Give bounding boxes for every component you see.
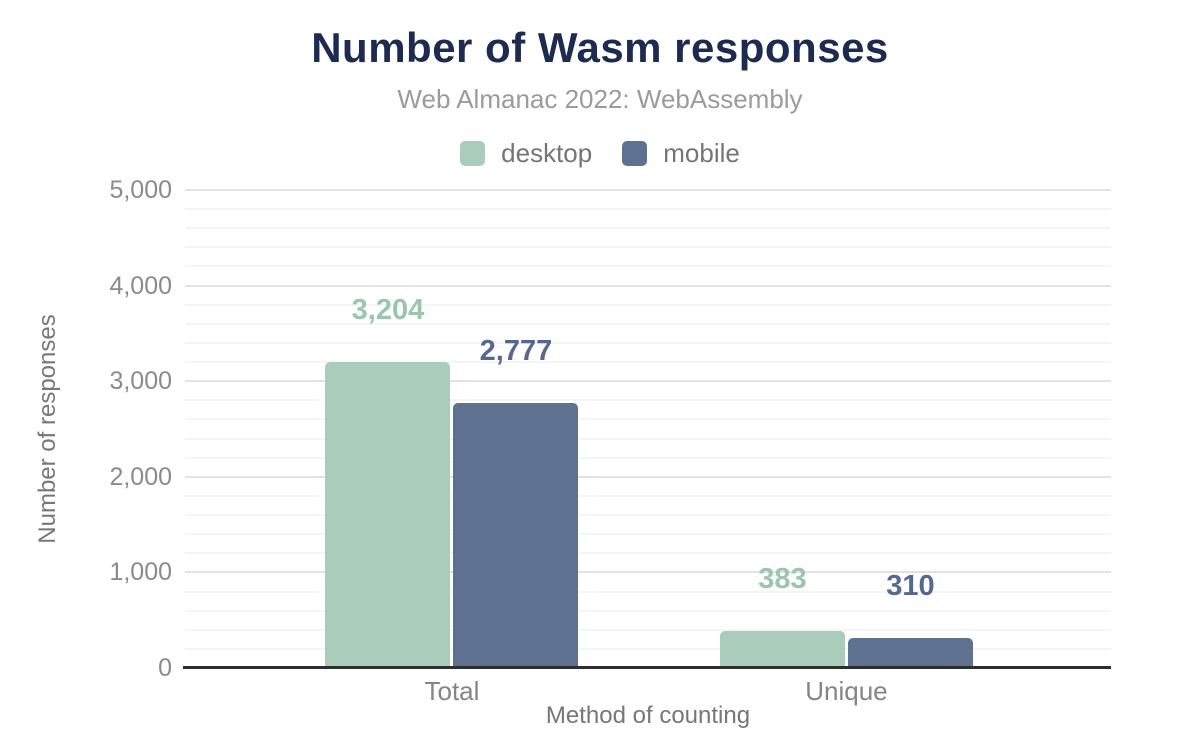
gridline-major [185,380,1111,383]
legend-swatch-desktop [460,141,486,166]
legend-label-desktop: desktop [501,138,593,168]
gridline-minor [185,418,1111,421]
gridline-minor [185,437,1111,440]
gridline-minor [185,628,1111,631]
gridline-minor [185,341,1111,344]
gridline-minor [185,227,1111,230]
legend-item-mobile: mobile [622,138,740,169]
gridline-minor [185,514,1111,517]
gridline-major [185,189,1111,191]
y-tick-label: 3,000 [109,367,172,396]
gridline-major [185,475,1111,478]
gridline-minor [185,361,1111,364]
gridline-minor [185,552,1111,555]
bar-desktop-unique[interactable] [719,631,845,668]
gridline-minor [185,647,1111,650]
y-axis-title: Number of responses [34,314,61,544]
y-tick-label: 1,000 [109,558,172,587]
gridline-major [185,571,1111,574]
gridline-minor [185,456,1111,459]
gridline-minor [185,265,1111,268]
gridline-minor [185,322,1111,325]
legend: desktop mobile [0,138,1200,169]
gridline-minor [185,533,1111,536]
x-axis-line [183,666,1111,669]
legend-label-mobile: mobile [663,138,740,168]
gridline-major [185,284,1111,287]
value-label-mobile-total: 2,777 [479,334,553,367]
legend-item-desktop: desktop [460,138,592,169]
y-tick-label: 4,000 [109,271,172,300]
y-tick-label: 0 [158,654,172,682]
x-axis-title: Method of counting [545,702,751,729]
bar-desktop-total[interactable] [325,361,451,668]
value-label-mobile-unique: 310 [886,570,935,603]
y-tick-label: 5,000 [109,176,172,204]
legend-swatch-mobile [622,141,648,166]
y-tick-label: 2,000 [109,462,172,491]
x-tick-label-total: Total [424,676,480,706]
gridline-minor [185,208,1111,211]
value-label-desktop-total: 3,204 [351,293,425,326]
gridline-minor [185,590,1111,593]
gridline-minor [185,399,1111,402]
gridline-minor [185,494,1111,497]
chart-subtitle: Web Almanac 2022: WebAssembly [397,84,803,114]
chart-title: Number of Wasm responses [311,24,889,71]
bar-mobile-unique[interactable] [847,638,973,668]
value-label-desktop-unique: 383 [758,563,807,596]
gridline-minor [185,303,1111,306]
x-tick-label-unique: Unique [805,676,888,706]
bar-mobile-total[interactable] [453,402,579,668]
gridline-minor [185,246,1111,249]
plot-area [185,189,1111,668]
gridline-minor [185,609,1111,612]
